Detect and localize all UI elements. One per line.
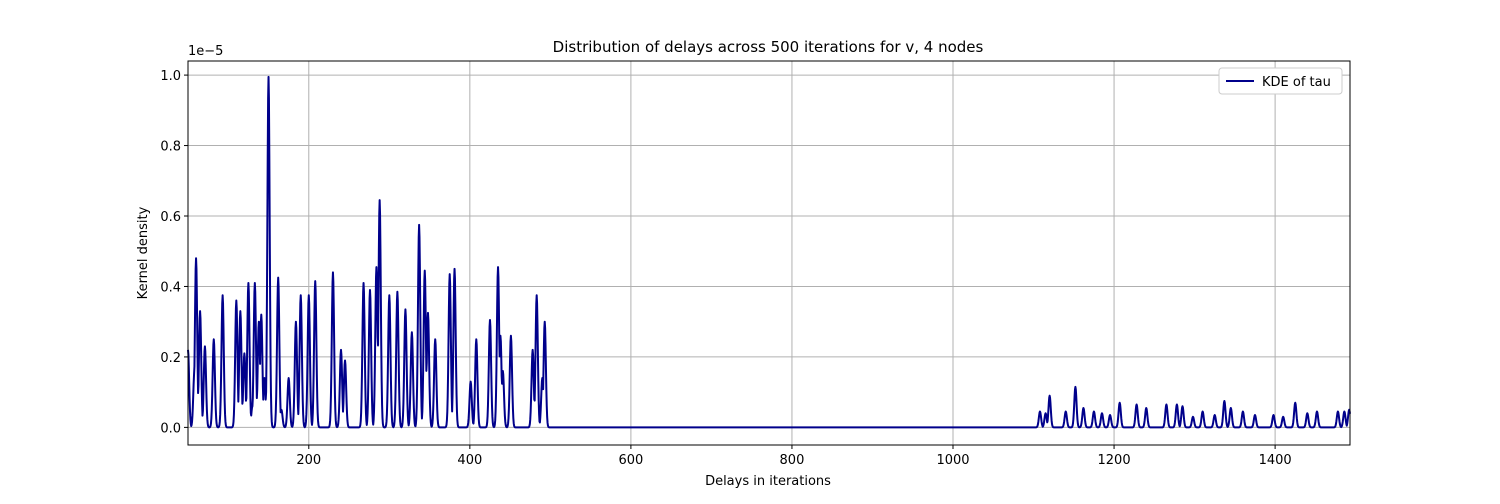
x-tick-label: 200 xyxy=(296,453,321,468)
x-tick-label: 1200 xyxy=(1098,453,1131,468)
plot-frame xyxy=(187,60,1351,446)
y-tick-label: 0.6 xyxy=(160,210,181,225)
x-tick-label: 600 xyxy=(618,453,643,468)
y-tick-label: 0.0 xyxy=(160,421,181,436)
kde-series-line xyxy=(187,75,1351,429)
legend-label: KDE of tau xyxy=(1262,75,1331,90)
chart-title: Distribution of delays across 500 iterat… xyxy=(553,38,984,56)
y-tick-label: 1.0 xyxy=(160,69,181,84)
series-layer xyxy=(187,75,1351,429)
y-axis-multiplier-label: 1e−5 xyxy=(188,44,223,59)
legend: KDE of tau xyxy=(1218,67,1343,95)
x-tick-label: 800 xyxy=(780,453,805,468)
x-tick-label: 1000 xyxy=(936,453,969,468)
y-axis-label: Kernel density xyxy=(136,206,151,299)
y-axis: 0.0 0.2 0.4 0.6 0.8 1.0 xyxy=(160,69,188,436)
y-tick-label: 0.8 xyxy=(160,140,181,155)
x-axis: 200 400 600 800 1000 1200 1400 xyxy=(296,445,1292,468)
y-tick-label: 0.2 xyxy=(160,351,181,366)
y-tick-label: 0.4 xyxy=(160,280,181,295)
x-tick-label: 1400 xyxy=(1259,453,1292,468)
legend-box xyxy=(1218,67,1343,95)
x-axis-label: Delays in iterations xyxy=(705,474,831,489)
x-tick-label: 400 xyxy=(457,453,482,468)
